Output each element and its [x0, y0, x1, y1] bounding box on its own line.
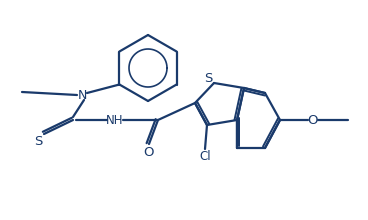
Text: N: N: [77, 88, 87, 101]
Text: O: O: [143, 145, 153, 158]
Text: Cl: Cl: [199, 150, 211, 163]
Text: S: S: [204, 72, 212, 84]
Text: S: S: [34, 134, 42, 147]
Text: O: O: [308, 114, 318, 126]
Text: NH: NH: [106, 114, 124, 126]
